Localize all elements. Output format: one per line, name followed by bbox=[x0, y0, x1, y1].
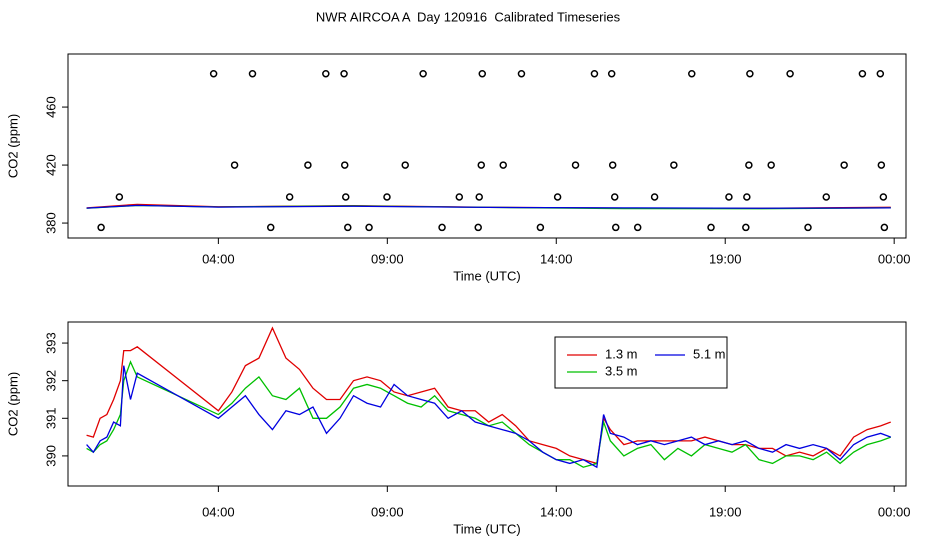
data-point bbox=[266, 223, 275, 232]
legend-box bbox=[554, 336, 728, 389]
legend-label: 3.5 m bbox=[605, 363, 638, 378]
data-point bbox=[804, 223, 812, 232]
data-point bbox=[536, 223, 545, 232]
x-tick-label: 14:00 bbox=[540, 251, 573, 266]
x-tick-label: 19:00 bbox=[709, 251, 742, 266]
data-point bbox=[475, 193, 483, 201]
data-point bbox=[670, 161, 678, 169]
legend-label: 5.1 m bbox=[693, 346, 726, 361]
series-line bbox=[86, 365, 892, 469]
y-tick-label: 390 bbox=[43, 445, 58, 467]
chart-title: NWR AIRCOA A Day 120916 Calibrated Times… bbox=[316, 9, 621, 24]
x-tick-label: 09:00 bbox=[371, 504, 404, 519]
data-point bbox=[650, 193, 659, 201]
data-point bbox=[877, 161, 886, 169]
plot-frame bbox=[67, 53, 907, 239]
x-tick-label: 14:00 bbox=[540, 504, 573, 519]
data-point bbox=[786, 69, 794, 78]
data-point bbox=[610, 193, 619, 201]
data-point bbox=[383, 193, 391, 201]
data-point bbox=[115, 193, 124, 201]
y-tick-label: 393 bbox=[43, 332, 58, 354]
data-point bbox=[248, 69, 257, 78]
data-point bbox=[571, 161, 580, 169]
x-tick-label: 19:00 bbox=[709, 504, 742, 519]
y-tick-label: 380 bbox=[43, 212, 58, 234]
data-point bbox=[344, 223, 352, 232]
data-point bbox=[590, 69, 599, 78]
data-point bbox=[419, 69, 427, 78]
data-point bbox=[743, 193, 751, 201]
x-tick-label: 04:00 bbox=[202, 251, 235, 266]
data-point bbox=[553, 193, 562, 201]
x-tick-label: 00:00 bbox=[878, 251, 911, 266]
data-point bbox=[230, 161, 239, 169]
y-tick-label: 460 bbox=[43, 96, 58, 118]
x-tick-label: 00:00 bbox=[878, 504, 911, 519]
data-point bbox=[767, 161, 775, 169]
data-point bbox=[209, 69, 218, 78]
data-point bbox=[876, 69, 885, 78]
y-axis-label: CO2 (ppm) bbox=[5, 372, 20, 436]
x-tick-label: 09:00 bbox=[371, 251, 404, 266]
x-axis-label: Time (UTC) bbox=[453, 521, 520, 536]
data-point bbox=[517, 69, 526, 78]
data-point bbox=[438, 223, 446, 232]
plot-frame bbox=[67, 321, 907, 487]
series-line bbox=[86, 204, 891, 209]
data-point bbox=[285, 193, 294, 201]
data-point bbox=[477, 161, 486, 169]
data-point bbox=[340, 69, 348, 78]
y-tick-label: 392 bbox=[43, 370, 58, 392]
y-tick-label: 391 bbox=[43, 407, 58, 429]
y-axis-label: CO2 (ppm) bbox=[5, 114, 20, 178]
data-point bbox=[455, 193, 464, 201]
legend-label: 1.3 m bbox=[605, 346, 638, 361]
data-point bbox=[478, 69, 487, 78]
data-point bbox=[340, 161, 349, 169]
data-point bbox=[608, 161, 617, 169]
data-point bbox=[401, 161, 409, 169]
data-point bbox=[746, 69, 754, 78]
data-point bbox=[707, 223, 715, 232]
x-axis-label: Time (UTC) bbox=[453, 268, 520, 283]
data-point bbox=[365, 223, 373, 232]
data-point bbox=[742, 223, 750, 232]
series-line bbox=[86, 360, 892, 468]
data-point bbox=[858, 69, 867, 78]
data-point bbox=[840, 161, 848, 169]
data-point bbox=[607, 69, 616, 78]
data-point bbox=[474, 223, 482, 232]
data-point bbox=[97, 223, 105, 232]
data-point bbox=[342, 193, 350, 201]
x-tick-label: 04:00 bbox=[202, 504, 235, 519]
data-point bbox=[499, 161, 507, 169]
data-point bbox=[725, 193, 733, 201]
data-point bbox=[688, 69, 696, 78]
data-point bbox=[611, 223, 620, 232]
data-point bbox=[304, 161, 312, 169]
data-point bbox=[880, 223, 889, 232]
y-tick-label: 420 bbox=[43, 154, 58, 176]
data-point bbox=[745, 161, 753, 169]
data-point bbox=[879, 193, 888, 201]
data-point bbox=[322, 69, 330, 78]
data-point bbox=[633, 223, 642, 232]
data-point bbox=[822, 193, 831, 201]
